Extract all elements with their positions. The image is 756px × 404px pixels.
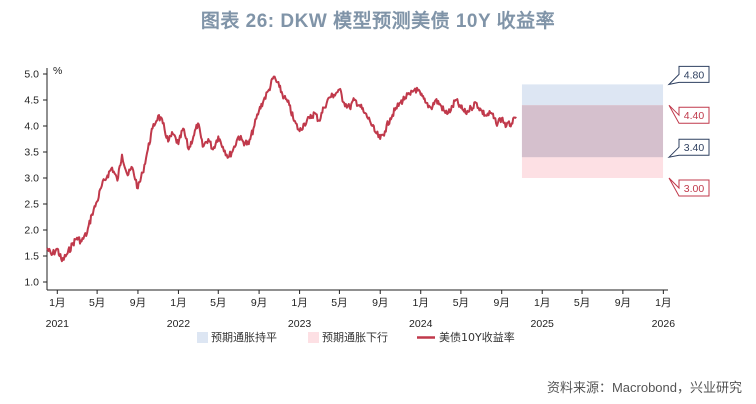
legend-item: 预期通胀持平 xyxy=(197,330,277,344)
y-tick-label: 2.5 xyxy=(24,199,39,211)
y-tick-label: 5.0 xyxy=(24,69,39,81)
legend-label: 美债10Y收益率 xyxy=(439,330,515,344)
legend-item: 预期通胀下行 xyxy=(308,331,388,344)
legend-item: 美债10Y收益率 xyxy=(417,330,515,344)
x-tick-label: 1月 xyxy=(170,297,186,309)
callout-box xyxy=(668,104,710,124)
x-tick-label: 5月 xyxy=(331,297,347,309)
callout-box xyxy=(667,138,710,159)
x-year-label: 2021 xyxy=(46,318,70,330)
series-line xyxy=(46,75,517,263)
x-tick-label: 9月 xyxy=(130,297,146,309)
x-tick-label: 1月 xyxy=(413,297,429,309)
x-year-label: 2026 xyxy=(652,318,676,330)
callout-value: 4.80 xyxy=(684,69,705,81)
x-tick-label: 1月 xyxy=(49,297,65,309)
callout-3.00: 3.00 xyxy=(668,177,710,197)
x-year-label: 2025 xyxy=(531,318,555,330)
series xyxy=(46,75,517,263)
callout-box xyxy=(668,177,710,197)
callout-value: 3.40 xyxy=(684,142,705,154)
y-tick-label: 4.0 xyxy=(24,121,39,133)
x-year-label: 2023 xyxy=(288,318,312,330)
callout-value: 4.40 xyxy=(684,110,705,122)
y-tick-label: 4.5 xyxy=(24,95,39,107)
callout-4.40: 4.40 xyxy=(668,104,710,124)
x-tick-label: 1月 xyxy=(655,297,671,309)
callout-value: 3.00 xyxy=(684,183,705,195)
source-note: 资料来源：Macrobond，兴业研究 xyxy=(546,380,742,395)
x-year-label: 2022 xyxy=(167,318,191,330)
callouts: 4.80 4.40 3.40 3.00 xyxy=(667,65,710,197)
callout-3.40: 3.40 xyxy=(667,138,710,159)
legend-swatch xyxy=(308,332,319,343)
x-tick-label: 5月 xyxy=(453,297,469,309)
x-year-label: 2024 xyxy=(409,318,433,330)
axes: % 5.0 4.5 4.0 3.5 3.0 2.5 2.0 1.5 1.0 1月 2021 5月 9月 1月… xyxy=(24,65,675,330)
y-tick-label: 3.0 xyxy=(24,173,39,185)
x-tick-label: 5月 xyxy=(574,297,590,309)
x-tick-label: 9月 xyxy=(251,297,267,309)
x-tick-label: 1月 xyxy=(291,297,307,309)
legend-label: 预期通胀持平 xyxy=(211,330,277,344)
legend-label: 预期通胀下行 xyxy=(322,331,388,344)
x-tick-label: 1月 xyxy=(534,297,550,309)
band-overlap xyxy=(521,105,664,158)
callout-4.80: 4.80 xyxy=(667,65,710,86)
y-tick-label: 2.0 xyxy=(24,225,39,237)
x-tick-label: 9月 xyxy=(372,297,388,309)
x-tick-label: 9月 xyxy=(494,297,510,309)
x-tick-label: 5月 xyxy=(89,297,105,309)
y-tick-label: 3.5 xyxy=(24,147,39,159)
forecast-bands xyxy=(521,84,664,178)
x-tick-label: 5月 xyxy=(210,297,226,309)
y-tick-label: 1.0 xyxy=(24,277,39,289)
legend: 预期通胀持平 预期通胀下行 美债10Y收益率 xyxy=(197,330,515,344)
callout-box xyxy=(667,65,710,86)
chart-title: 图表 26: DKW 模型预测美债 10Y 收益率 xyxy=(200,11,556,32)
y-tick-label: 1.5 xyxy=(24,251,39,263)
legend-swatch xyxy=(197,332,208,343)
x-tick-label: 9月 xyxy=(615,297,631,309)
y-unit-label: % xyxy=(53,65,62,77)
